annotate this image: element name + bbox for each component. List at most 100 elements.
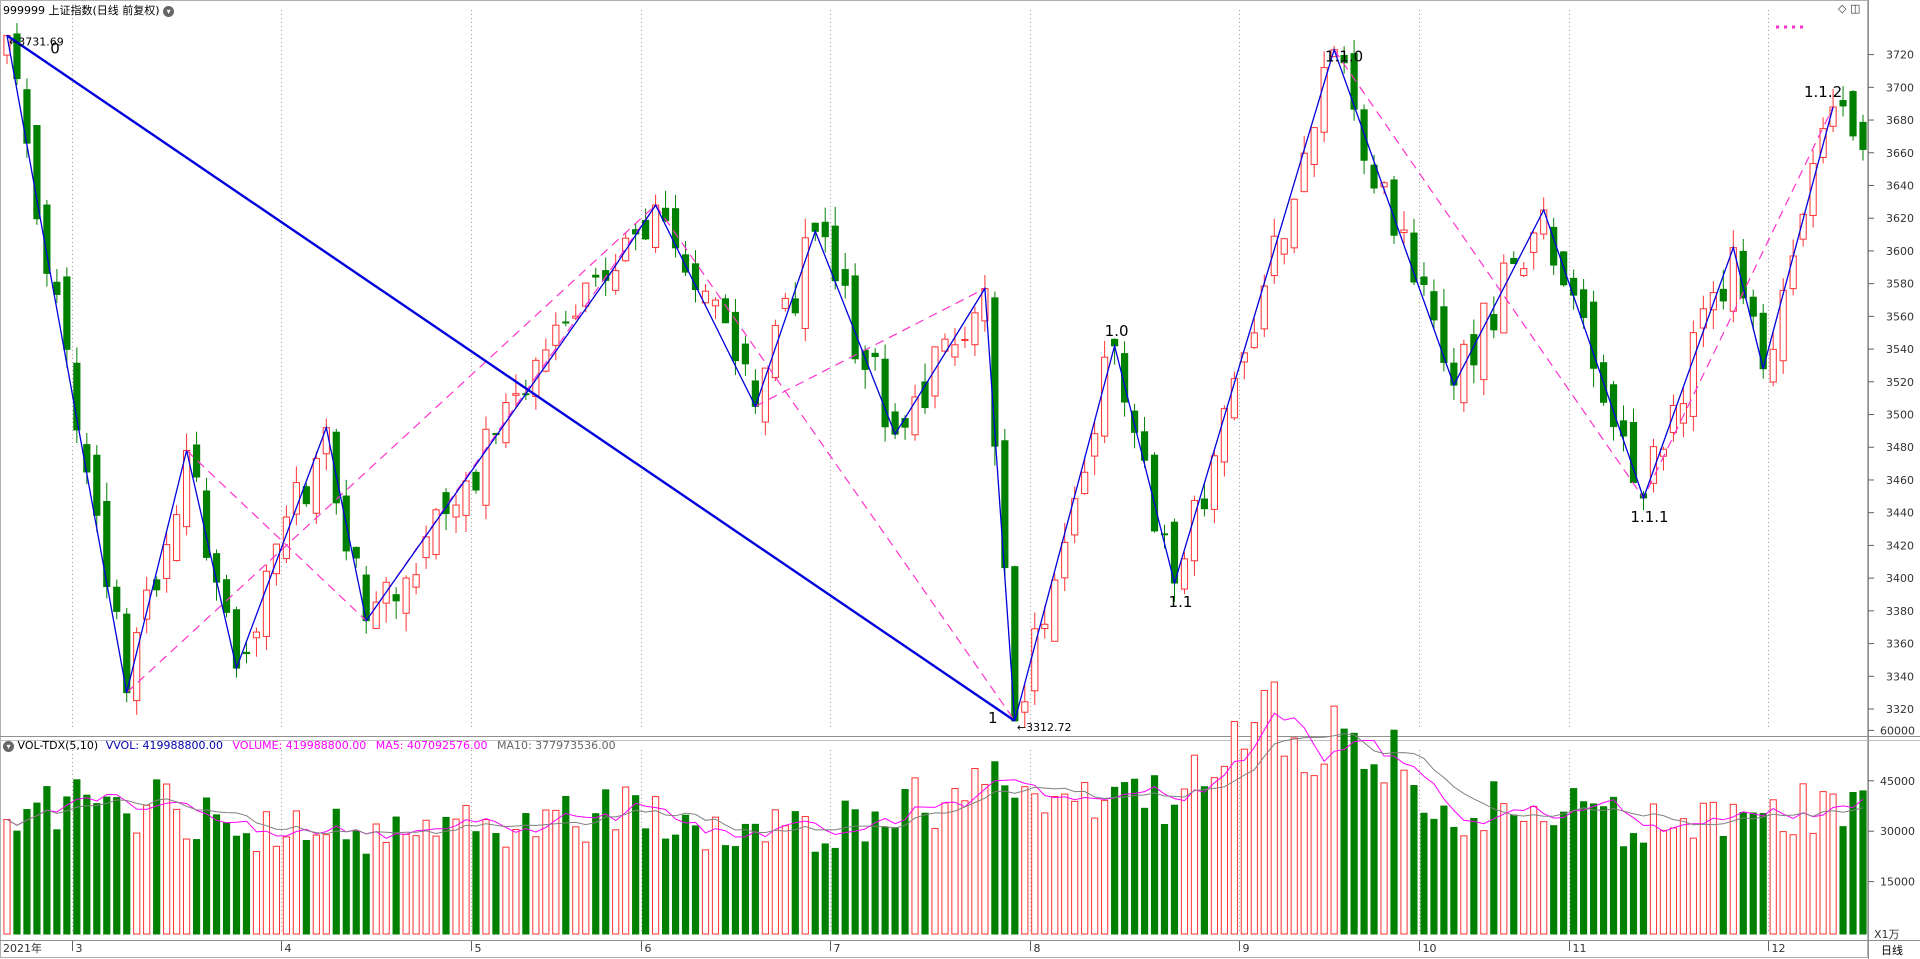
volume-bar-down	[642, 828, 650, 935]
volume-bar-up	[941, 802, 949, 935]
volume-bar-up	[1260, 689, 1268, 935]
volume-tick-label: 45000	[1880, 775, 1915, 788]
candle	[921, 363, 929, 414]
volume-bar-down	[242, 833, 251, 935]
candle	[1849, 90, 1857, 141]
candle-body-down	[592, 274, 600, 278]
candle	[372, 591, 380, 629]
candle-body-up	[282, 516, 290, 560]
volume-bar-up	[761, 841, 769, 935]
volume-bar-down	[123, 813, 131, 935]
candle-body-up	[1520, 268, 1528, 277]
volume-bar-up	[1829, 793, 1837, 935]
volume-bar-up	[1649, 803, 1658, 935]
candle	[1240, 352, 1248, 380]
window-icon[interactable]: ◫	[1849, 2, 1861, 15]
candle	[242, 642, 251, 664]
candle	[1699, 295, 1707, 348]
volume-bar-down	[472, 831, 480, 935]
chevron-down-icon[interactable]: ▾	[163, 5, 175, 17]
candle	[1669, 394, 1678, 442]
volume-bar-up	[482, 819, 490, 935]
candle-body-up	[1250, 332, 1258, 349]
candle	[941, 333, 949, 354]
price-tick-label: 3340	[1886, 670, 1914, 683]
candle	[1589, 290, 1598, 388]
volume-bar-up	[1330, 705, 1338, 935]
candle	[1041, 605, 1049, 639]
volume-bar-up	[582, 841, 590, 935]
volume-bar-up	[1709, 801, 1717, 935]
candle-body-down	[831, 225, 839, 282]
candle-body-down	[721, 298, 730, 324]
volume-bar-down	[522, 813, 530, 935]
diamond-icon[interactable]: ◇	[1838, 2, 1847, 15]
candle	[332, 428, 340, 515]
candle-body-up	[3, 34, 11, 56]
candle-body-down	[1490, 314, 1498, 331]
volume-bar-up	[1500, 803, 1508, 935]
candle	[951, 328, 959, 366]
wave-label: 1	[988, 709, 998, 727]
month-label: 8	[1034, 942, 1041, 955]
window-controls[interactable]: ◇ ◫	[1838, 2, 1860, 15]
candle	[432, 507, 440, 560]
vvol-value: VVOL: 419988800.00	[105, 739, 224, 752]
volume-bar-up	[1819, 791, 1827, 935]
volume-bar-down	[1360, 768, 1368, 935]
volume-bar-up	[981, 783, 989, 935]
candle	[1480, 302, 1488, 396]
wave-label: 1.1.2	[1804, 83, 1842, 101]
volume-bar-up	[801, 816, 809, 935]
candle-body-down	[1609, 384, 1618, 428]
volume-bar-up	[711, 816, 720, 935]
candle-body-down	[791, 298, 799, 314]
candle-body-up	[1649, 446, 1658, 484]
candle-body-up	[701, 290, 710, 304]
candle-body-up	[512, 393, 520, 396]
candle-body-down	[691, 263, 700, 291]
volume-bar-down	[1719, 835, 1727, 935]
candle-body-up	[612, 270, 620, 291]
volume-bar-up	[432, 835, 440, 935]
volume-bar-down	[1629, 833, 1638, 935]
candle-body-up	[771, 324, 779, 379]
candle	[1121, 341, 1129, 417]
candle	[741, 336, 749, 376]
candle-body-up	[1210, 455, 1218, 510]
candle-body-down	[33, 125, 41, 220]
candle	[632, 222, 640, 251]
volume-bar-up	[1310, 775, 1318, 935]
volume-bar-down	[222, 822, 231, 935]
volume-bar-down	[93, 803, 101, 935]
wave-label: 1.1.0	[1325, 48, 1363, 66]
volume-bar-down	[1140, 807, 1149, 935]
volume-bar-down	[851, 809, 859, 935]
price-tick-label: 3700	[1886, 81, 1914, 94]
candle-body-up	[432, 509, 440, 555]
volume-bar-down	[212, 814, 221, 935]
chevron-down-icon[interactable]: ▾	[3, 740, 14, 752]
candle	[1520, 262, 1528, 278]
volume-bar-down	[1759, 813, 1767, 935]
volume-bar-down	[721, 845, 730, 935]
volume-bar-down	[332, 808, 340, 935]
volume-bar-up	[1400, 769, 1408, 935]
month-label: 12	[1772, 942, 1786, 955]
volume-bar-down	[202, 797, 211, 935]
period-label[interactable]: 日线	[1881, 944, 1903, 957]
candle-body-down	[562, 321, 570, 324]
volume-bars	[3, 681, 1867, 935]
candle	[123, 607, 131, 703]
volume-bar-up	[163, 783, 171, 935]
candle-body-up	[1799, 213, 1807, 240]
candle-body-down	[851, 275, 859, 360]
candle-body-down	[1121, 353, 1129, 403]
volume-bar-up	[1220, 765, 1228, 935]
candle-body-down	[1130, 410, 1139, 433]
month-label: 9	[1243, 942, 1250, 955]
candle	[1500, 254, 1508, 334]
volume-bar-up	[1300, 772, 1308, 935]
volume-bar-down	[1121, 782, 1129, 935]
